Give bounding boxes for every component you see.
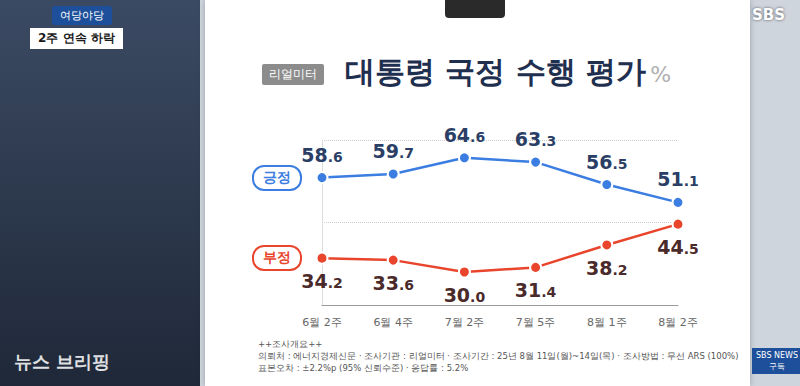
svg-text:34: 34 <box>301 270 327 292</box>
svg-text:.3: .3 <box>541 133 556 149</box>
svg-text:56: 56 <box>586 151 612 173</box>
html-text:의뢰처 : 에너지경제신문 · 조사기관 : 리얼미터 ·: 의뢰처 : 에너지경제신문 · 조사기관 : 리얼미터 · 조사기간 : 25년… <box>258 351 739 361</box>
svg-text:.5: .5 <box>612 156 627 172</box>
svg-text:59: 59 <box>372 140 398 162</box>
svg-text:7월 5주: 7월 5주 <box>516 316 556 329</box>
html-text:SBS NEWS: SBS NEWS <box>756 351 799 360</box>
svg-text:8월 1주: 8월 1주 <box>587 316 627 329</box>
svg-text:.2: .2 <box>612 262 627 278</box>
svg-text:.6: .6 <box>328 149 343 165</box>
html-text:SBS: SBS <box>752 6 785 24</box>
svg-text:.0: .0 <box>470 289 485 305</box>
svg-text:6월 2주: 6월 2주 <box>302 316 342 329</box>
svg-text:.7: .7 <box>399 145 414 161</box>
html-text:리얼미터: 리얼미터 <box>269 67 317 81</box>
svg-text:8월 2주: 8월 2주 <box>658 316 698 329</box>
html-text:긍정: 긍정 <box>263 168 291 185</box>
svg-text:.2: .2 <box>328 275 343 291</box>
svg-text:64: 64 <box>444 124 470 146</box>
svg-text:44: 44 <box>657 236 683 258</box>
svg-text:.6: .6 <box>399 277 414 293</box>
svg-text:33: 33 <box>372 272 398 294</box>
html-text:표본오차 : ±2.2%p (95% 신뢰수준) · 응답률: 표본오차 : ±2.2%p (95% 신뢰수준) · 응답률 : 5.2% <box>258 363 469 373</box>
svg-text:.4: .4 <box>541 284 556 300</box>
html-text:++조사개요++: ++조사개요++ <box>258 339 323 349</box>
html-text:여당야당: 여당야당 <box>60 9 104 22</box>
svg-text:30: 30 <box>444 284 470 306</box>
svg-text:.6: .6 <box>470 129 485 145</box>
html-text:2주 연속 하락: 2주 연속 하락 <box>38 31 115 45</box>
svg-text:38: 38 <box>586 257 612 279</box>
html-text:부정: 부정 <box>263 249 291 266</box>
svg-text:63: 63 <box>515 128 541 150</box>
html-text:대통령 국정 수행 평가%: 대통령 국정 수행 평가% <box>345 54 672 89</box>
svg-text:51: 51 <box>657 168 683 190</box>
svg-text:31: 31 <box>515 279 541 301</box>
html-text:뉴스 브리핑: 뉴스 브리핑 <box>14 351 111 372</box>
svg-text:7월 2주: 7월 2주 <box>445 316 485 329</box>
html-text:구독: 구독 <box>769 362 785 371</box>
svg-text:.1: .1 <box>684 173 699 189</box>
svg-text:6월 4주: 6월 4주 <box>373 316 413 329</box>
svg-text:.5: .5 <box>684 241 699 257</box>
svg-text:58: 58 <box>301 144 327 166</box>
